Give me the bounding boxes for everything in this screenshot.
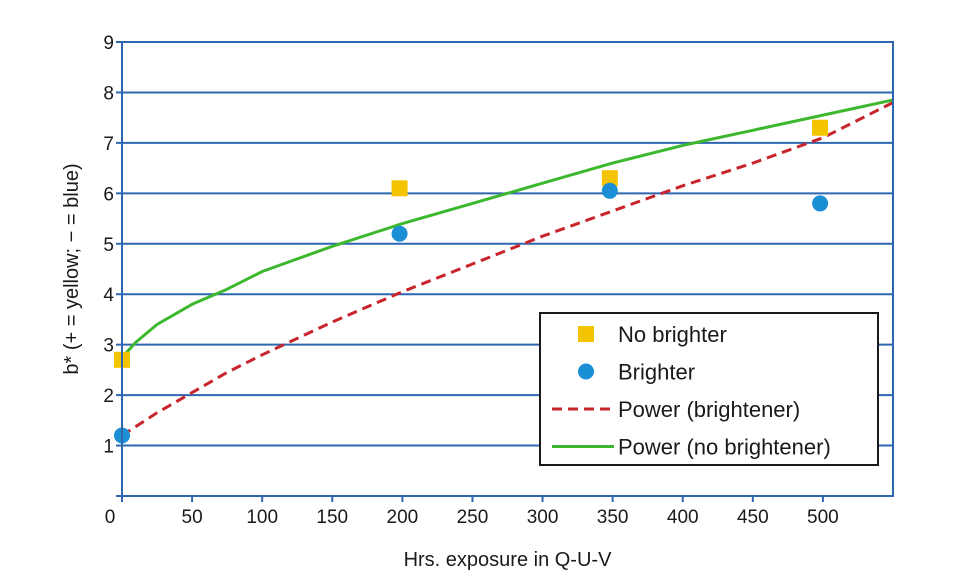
x-origin-label: 0 xyxy=(105,507,116,528)
x-tick-label-300: 300 xyxy=(527,507,559,528)
legend-marker-no-brighter xyxy=(578,326,594,342)
y-tick-label-8: 8 xyxy=(103,83,114,104)
x-axis-label: Hrs. exposure in Q-U-V xyxy=(404,549,612,571)
data-point-brighter-3 xyxy=(812,195,829,212)
axes xyxy=(116,41,894,502)
data-point-brighter-2 xyxy=(601,182,618,199)
y-tick-label-7: 7 xyxy=(103,134,114,155)
data-point-no-brighter-3 xyxy=(812,119,829,136)
x-tick-label-350: 350 xyxy=(597,507,629,528)
legend-box xyxy=(539,312,879,466)
y-axis-label: b* (+ = yellow; − = blue) xyxy=(61,163,83,374)
data-point-no-brighter-2 xyxy=(601,170,618,187)
legend-label-power-no-brightener: Power (no brightener) xyxy=(618,435,831,460)
plot-frame xyxy=(121,41,894,497)
y-tick-label-9: 9 xyxy=(103,33,114,54)
x-tick-label-150: 150 xyxy=(316,507,348,528)
legend: No brighter Brighter Power (brightener) Pow… xyxy=(539,312,879,466)
x-tick-label-50: 50 xyxy=(182,507,203,528)
x-tick-label-450: 450 xyxy=(737,507,769,528)
y-tick-label-1: 1 xyxy=(103,437,114,458)
series-line-power-no-brightener xyxy=(120,98,894,359)
y-tick-label-2: 2 xyxy=(103,386,114,407)
legend-label-power-brightener: Power (brightener) xyxy=(618,397,800,422)
legend-label-no-brighter: No brighter xyxy=(618,322,727,347)
x-tick-label-500: 500 xyxy=(807,507,839,528)
y-tick-label-4: 4 xyxy=(103,285,114,306)
y-tick-label-3: 3 xyxy=(103,336,114,357)
legend-marker-brighter xyxy=(578,363,594,380)
series-line-power-brightener xyxy=(121,101,894,437)
tick-labels: 50 100 150 200 250 300 350 400 450 500 0 1 2 3 4 5 6 7 8 9 xyxy=(103,33,838,528)
legend-label-brighter: Brighter xyxy=(618,360,695,385)
x-tick-label-200: 200 xyxy=(387,507,419,528)
y-tick-label-6: 6 xyxy=(103,184,114,205)
data-point-brighter-1 xyxy=(391,225,408,242)
x-tick-label-400: 400 xyxy=(667,507,699,528)
y-tick-label-5: 5 xyxy=(103,235,114,256)
data-point-no-brighter-1 xyxy=(391,180,408,197)
x-tick-label-100: 100 xyxy=(246,507,278,528)
x-tick-label-250: 250 xyxy=(457,507,489,528)
